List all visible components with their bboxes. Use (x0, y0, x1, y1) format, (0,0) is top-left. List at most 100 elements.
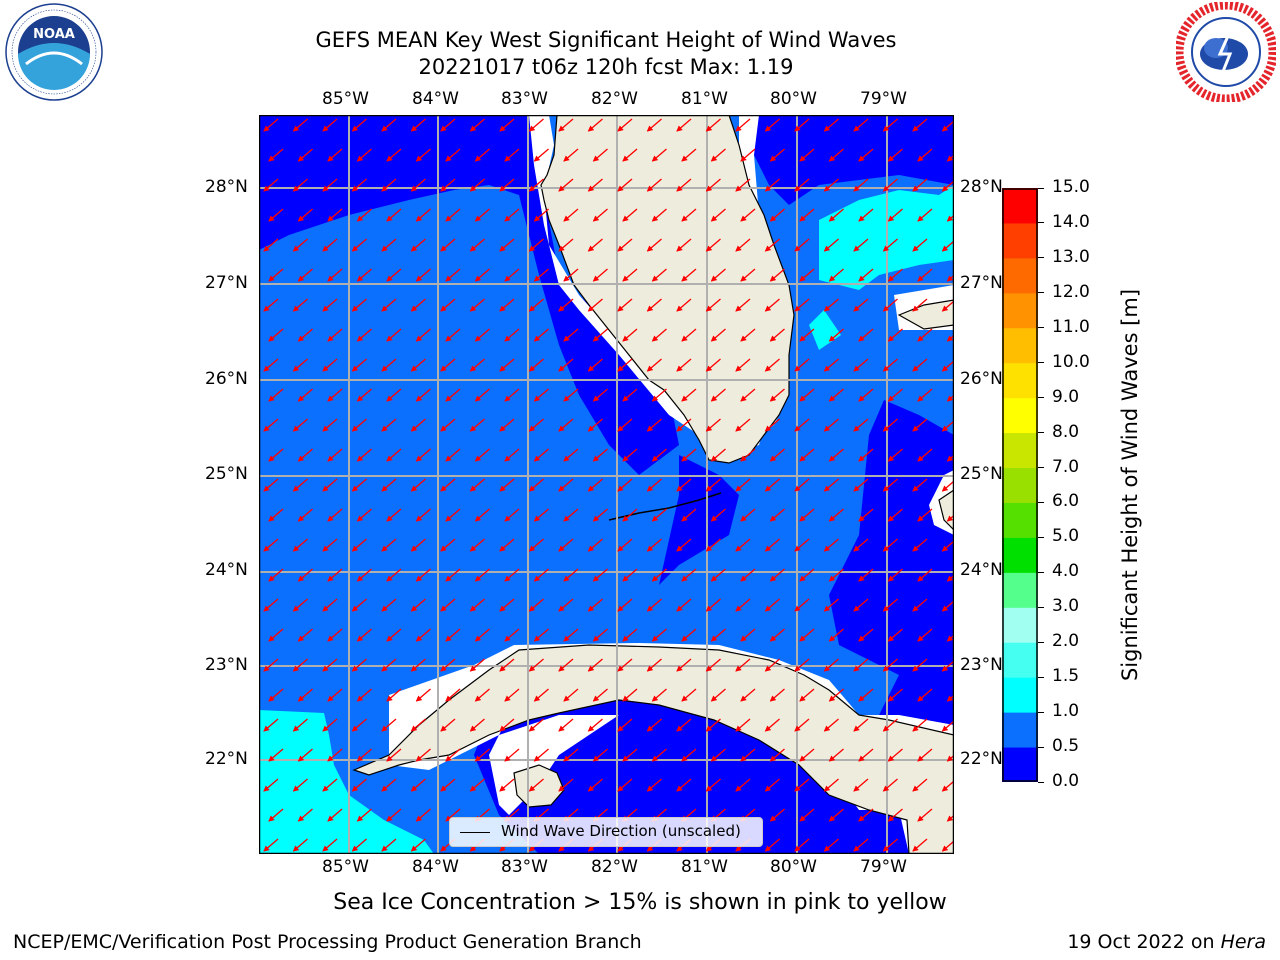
wave-direction-arrow (882, 838, 898, 852)
wave-direction-arrow (327, 568, 343, 582)
wave-direction-arrow (764, 238, 780, 252)
wave-direction-arrow (912, 778, 928, 792)
wave-direction-arrow (440, 478, 456, 492)
wave-direction-arrow (794, 298, 810, 312)
lon-label-bottom-85w: 85°W (322, 857, 369, 877)
wave-direction-arrow (740, 268, 756, 282)
wave-direction-arrow (297, 568, 313, 582)
wave-direction-arrow (735, 598, 751, 612)
wave-direction-arrow (912, 358, 928, 372)
wave-direction-arrow (651, 148, 667, 162)
wave-direction-arrow (794, 178, 810, 192)
wave-direction-arrow (474, 328, 490, 342)
wave-direction-arrow (858, 628, 874, 642)
sea-ice-note: Sea Ice Concentration > 15% is shown in … (333, 890, 947, 915)
wave-direction-arrow (735, 358, 751, 372)
wave-direction-arrow (381, 478, 397, 492)
wave-direction-arrow (499, 778, 515, 792)
wave-direction-arrow (946, 574, 954, 582)
wave-direction-arrow (415, 628, 431, 642)
wave-direction-arrow (327, 688, 343, 702)
wave-direction-arrow (617, 478, 633, 492)
colorbar-band (1002, 292, 1038, 329)
wave-direction-arrow (710, 568, 726, 582)
wave-direction-arrow (710, 268, 726, 282)
lon-label-bottom-82w: 82°W (591, 857, 638, 877)
wave-direction-arrow (263, 478, 279, 492)
lat-label-left-22n: 22°N (205, 749, 248, 769)
wave-direction-arrow (445, 268, 461, 282)
wave-direction-arrow (676, 478, 692, 492)
wave-direction-arrow (769, 748, 785, 762)
lon-label-bottom-80w: 80°W (770, 857, 817, 877)
wave-direction-arrow (858, 448, 874, 462)
wave-direction-arrow (268, 688, 284, 702)
lat-label-right-24n: 24°N (960, 560, 1003, 580)
wave-direction-arrow (823, 538, 839, 552)
wave-direction-arrow (705, 778, 721, 792)
wave-direction-arrow (410, 718, 426, 732)
wave-direction-arrow (558, 298, 574, 312)
wave-direction-arrow (499, 238, 515, 252)
wave-direction-arrow (356, 448, 372, 462)
wave-direction-arrow (528, 298, 544, 312)
wave-direction-arrow (268, 568, 284, 582)
wave-direction-arrow (445, 808, 461, 822)
wave-direction-arrow (769, 268, 785, 282)
lon-label-top-81w: 81°W (681, 89, 728, 109)
wave-direction-arrow (912, 238, 928, 252)
wave-direction-arrow (533, 208, 549, 222)
wave-direction-arrow (528, 238, 544, 252)
wave-direction-arrow (710, 508, 726, 522)
colorbar-band (1002, 188, 1038, 224)
wave-direction-arrow (764, 778, 780, 792)
wave-direction-arrow (386, 388, 402, 402)
colorbar-band (1002, 642, 1038, 678)
colorbar-tick-label: 13.0 (1052, 246, 1090, 267)
colorbar-band (1002, 572, 1038, 608)
wave-direction-arrow (322, 838, 338, 852)
colorbar-tick-mark (1038, 327, 1044, 329)
wave-direction-arrow (469, 358, 485, 372)
wave-direction-arrow (858, 688, 874, 702)
wave-direction-arrow (440, 418, 456, 432)
colorbar-tick-mark (1038, 641, 1044, 643)
wave-direction-arrow (292, 298, 308, 312)
colorbar-label: Significant Height of Wind Waves [m] (1118, 288, 1142, 682)
wave-direction-arrow (622, 268, 638, 282)
wave-direction-arrow (676, 778, 692, 792)
wave-direction-arrow (351, 778, 367, 792)
wave-direction-arrow (381, 238, 397, 252)
wave-direction-arrow (858, 208, 874, 222)
wave-direction-arrow (381, 778, 397, 792)
wave-direction-arrow (351, 238, 367, 252)
wave-direction-arrow (499, 298, 515, 312)
wave-direction-arrow (587, 298, 603, 312)
wave-direction-arrow (622, 688, 638, 702)
wave-direction-arrow (268, 628, 284, 642)
wave-direction-arrow (676, 718, 692, 732)
wave-direction-arrow (828, 268, 844, 282)
wave-direction-arrow (386, 508, 402, 522)
lat-label-left-26n: 26°N (205, 369, 248, 389)
wave-direction-arrow (681, 208, 697, 222)
wave-direction-arrow (327, 208, 343, 222)
wave-direction-arrow (592, 268, 608, 282)
wave-direction-arrow (858, 568, 874, 582)
wave-direction-arrow (941, 120, 954, 132)
wave-direction-arrow (769, 508, 785, 522)
wave-direction-arrow (912, 718, 928, 732)
wave-direction-arrow (828, 388, 844, 402)
wave-direction-arrow (292, 118, 308, 132)
wave-direction-arrow (268, 808, 284, 822)
wave-direction-arrow (263, 358, 279, 372)
wave-direction-arrow (705, 298, 721, 312)
wave-direction-arrow (528, 598, 544, 612)
lat-label-right-26n: 26°N (960, 369, 1003, 389)
wave-direction-arrow (386, 688, 402, 702)
wave-direction-arrow (799, 268, 815, 282)
colorbar-tick-label: 11.0 (1052, 316, 1090, 337)
wave-direction-arrow (587, 358, 603, 372)
wave-direction-arrow (474, 508, 490, 522)
wave-direction-arrow (651, 748, 667, 762)
